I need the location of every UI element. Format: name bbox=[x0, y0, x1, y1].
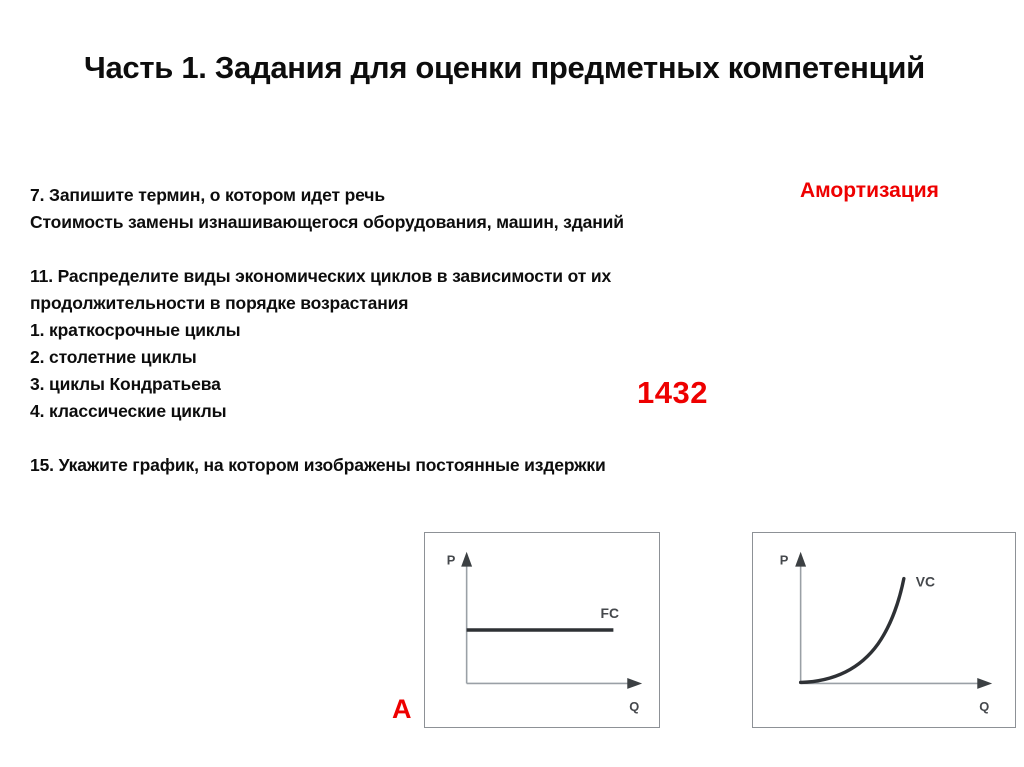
chart-fixed-costs: P Q FC bbox=[424, 532, 660, 728]
series-vc-label: VC bbox=[916, 573, 935, 589]
series-vc-curve bbox=[798, 576, 906, 685]
question-11-option-1: 1. краткосрочные циклы bbox=[30, 320, 241, 340]
y-axis-arrowhead bbox=[795, 551, 807, 567]
chart-fixed-costs-svg: P Q FC bbox=[447, 551, 643, 714]
question-7-prompt: 7. Запишите термин, о котором идет речь bbox=[30, 185, 385, 205]
question-11-option-3: 3. циклы Кондратьева bbox=[30, 374, 221, 394]
chart-variable-costs: P Q VC bbox=[752, 532, 1016, 728]
question-11-prompt-line-1: 11. Распределите виды экономических цикл… bbox=[30, 266, 612, 286]
series-fc-label: FC bbox=[601, 605, 620, 621]
y-axis-arrowhead bbox=[461, 551, 473, 567]
question-7-answer: Амортизация bbox=[800, 179, 939, 202]
x-axis-arrowhead bbox=[627, 678, 643, 689]
chart-variable-costs-svg: P Q VC bbox=[780, 551, 993, 714]
question-11-option-2: 2. столетние циклы bbox=[30, 347, 197, 367]
question-11-answer: 1432 bbox=[637, 375, 708, 410]
page-title: Часть 1. Задания для оценки предметных к… bbox=[84, 49, 925, 85]
y-axis-label: P bbox=[447, 553, 456, 568]
question-7-detail: Стоимость замены изнашивающегося оборудо… bbox=[30, 212, 624, 232]
question-15-answer: А bbox=[392, 694, 412, 724]
question-11-option-4: 4. классические циклы bbox=[30, 401, 227, 421]
y-axis-label: P bbox=[780, 553, 789, 568]
x-axis-arrowhead bbox=[977, 678, 993, 689]
x-axis-label: Q bbox=[979, 699, 989, 714]
question-15-prompt: 15. Укажите график, на котором изображен… bbox=[30, 455, 606, 475]
text-spacer bbox=[30, 236, 790, 263]
question-list: 7. Запишите термин, о котором идет речь … bbox=[30, 182, 790, 479]
text-spacer bbox=[30, 425, 790, 452]
question-11-prompt-line-2: продолжительности в порядке возрастания bbox=[30, 293, 409, 313]
x-axis-label: Q bbox=[629, 699, 639, 714]
